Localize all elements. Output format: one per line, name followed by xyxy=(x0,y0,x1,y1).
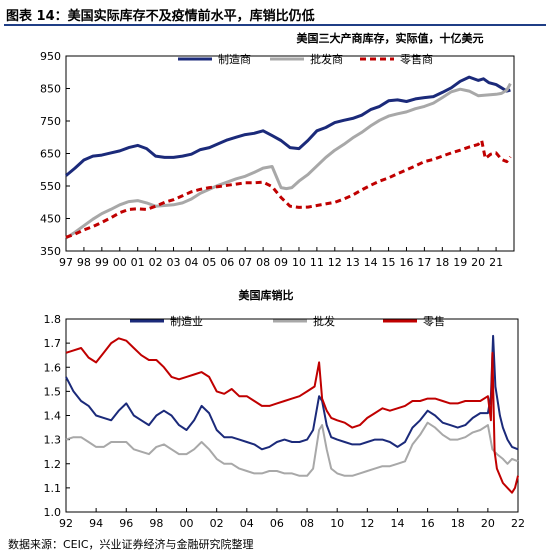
x-tick-label: 97 xyxy=(59,256,73,269)
source-note: 数据来源：CEIC，兴业证券经济与金融研究院整理 xyxy=(8,538,254,551)
x-tick-label: 92 xyxy=(59,517,73,530)
x-tick-label: 98 xyxy=(149,517,163,530)
x-tick-label: 13 xyxy=(346,256,360,269)
x-tick-label: 06 xyxy=(270,517,284,530)
legend-label-2: 批发商 xyxy=(310,52,343,66)
x-tick-label: 98 xyxy=(77,256,91,269)
x-tick-label: 18 xyxy=(451,517,465,530)
x-tick-label: 11 xyxy=(310,256,324,269)
x-tick-label: 21 xyxy=(489,256,503,269)
x-tick-label: 08 xyxy=(256,256,270,269)
y-tick-label: 350 xyxy=(40,245,61,258)
y-tick-label: 950 xyxy=(40,50,61,63)
y-tick-label: 850 xyxy=(40,83,61,96)
x-tick-label: 20 xyxy=(471,256,485,269)
x-tick-label: 16 xyxy=(421,517,435,530)
x-tick-label: 09 xyxy=(274,256,288,269)
y-tick-label: 550 xyxy=(40,180,61,193)
x-tick-label: 02 xyxy=(210,517,224,530)
legend-label-3: 零售商 xyxy=(400,52,433,66)
series-line-1 xyxy=(65,334,519,451)
x-tick-label: 10 xyxy=(330,517,344,530)
x-tick-label: 99 xyxy=(95,256,109,269)
y-tick-label: 1.6 xyxy=(44,361,62,374)
y-tick-label: 750 xyxy=(40,115,61,128)
chart-title: 美国三大产商库存，实际值，十亿美元 xyxy=(297,31,484,45)
chart-title: 美国库销比 xyxy=(239,288,294,302)
y-tick-label: 1.7 xyxy=(44,337,62,350)
x-tick-label: 08 xyxy=(300,517,314,530)
x-tick-label: 00 xyxy=(113,256,127,269)
x-tick-label: 18 xyxy=(435,256,449,269)
series-line-3 xyxy=(65,139,512,239)
x-tick-label: 96 xyxy=(119,517,133,530)
figure-title: 图表 14：美国实际库存不及疫情前水平，库销比仍低 xyxy=(6,9,315,24)
x-tick-label: 15 xyxy=(382,256,396,269)
y-tick-label: 1.0 xyxy=(44,506,62,519)
x-tick-label: 16 xyxy=(399,256,413,269)
x-tick-label: 06 xyxy=(220,256,234,269)
x-tick-label: 94 xyxy=(89,517,103,530)
x-tick-label: 07 xyxy=(238,256,252,269)
y-tick-label: 1.5 xyxy=(44,385,62,398)
x-tick-label: 22 xyxy=(511,517,525,530)
x-tick-label: 12 xyxy=(360,517,374,530)
y-tick-label: 1.1 xyxy=(44,482,62,495)
legend-label-3: 零售 xyxy=(423,314,445,328)
y-tick-label: 1.3 xyxy=(44,434,62,447)
y-tick-label: 1.8 xyxy=(44,313,62,326)
y-tick-label: 1.4 xyxy=(44,410,62,423)
x-tick-label: 01 xyxy=(131,256,145,269)
x-tick-label: 17 xyxy=(417,256,431,269)
y-tick-label: 450 xyxy=(40,213,61,226)
x-tick-label: 12 xyxy=(328,256,342,269)
x-tick-label: 04 xyxy=(240,517,254,530)
y-tick-label: 1.2 xyxy=(44,458,62,471)
x-tick-label: 05 xyxy=(202,256,216,269)
series-line-2 xyxy=(65,82,512,240)
legend-label-1: 制造商 xyxy=(218,52,251,66)
inventory-sales-ratio-chart: 美国库销比 1.0 1.1 1.2 1.3 1.4 1.5 1.6 1.7 1.8 92 94 96 98… xyxy=(44,288,526,530)
x-tick-label: 10 xyxy=(292,256,306,269)
x-tick-label: 19 xyxy=(453,256,467,269)
legend-label-2: 批发 xyxy=(313,314,335,328)
series-line-1 xyxy=(65,75,511,177)
series-line-3 xyxy=(65,337,519,494)
series-line-2 xyxy=(65,421,519,477)
inventory-chart: 美国三大产商库存，实际值，十亿美元 350 450 550 650 750 850 950 97… xyxy=(40,31,515,269)
legend-label-1: 制造业 xyxy=(170,314,203,328)
x-tick-label: 14 xyxy=(364,256,378,269)
y-tick-label: 650 xyxy=(40,148,61,161)
x-tick-label: 20 xyxy=(481,517,495,530)
x-tick-label: 04 xyxy=(184,256,198,269)
title-rule xyxy=(4,24,546,26)
x-tick-label: 03 xyxy=(167,256,181,269)
x-tick-label: 00 xyxy=(180,517,194,530)
x-tick-label: 02 xyxy=(149,256,163,269)
x-tick-label: 14 xyxy=(390,517,404,530)
